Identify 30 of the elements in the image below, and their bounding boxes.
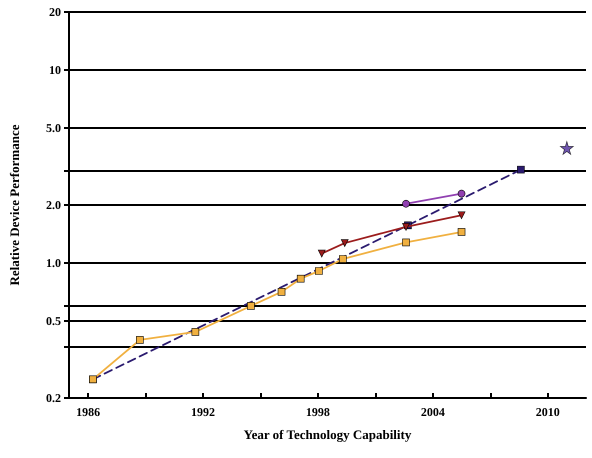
point <box>402 200 410 208</box>
point <box>247 302 255 310</box>
y-tick-label: 0.2 <box>46 391 61 405</box>
y-tick-label: 1.0 <box>46 256 61 270</box>
point <box>192 328 200 336</box>
y-tick-label: 0.5 <box>46 314 61 328</box>
point <box>458 190 466 198</box>
point <box>560 141 574 155</box>
point <box>517 166 525 174</box>
x-tick-label: 1998 <box>306 405 330 419</box>
point <box>458 211 466 220</box>
y-tick-label: 20 <box>49 5 61 19</box>
point <box>136 336 144 344</box>
point <box>458 228 466 236</box>
x-tick-label: 1986 <box>76 405 100 419</box>
x-axis-title: Year of Technology Capability <box>244 427 412 442</box>
point <box>296 274 304 283</box>
point <box>340 239 349 247</box>
point <box>339 255 347 263</box>
y-tick-label: 5.0 <box>46 121 61 136</box>
point <box>402 238 410 246</box>
x-tick-label: 2004 <box>420 405 445 419</box>
x-tick-label: 1992 <box>191 405 216 419</box>
point <box>315 267 323 275</box>
point <box>318 250 326 258</box>
y-tick-label: 10 <box>49 63 61 78</box>
point <box>278 288 286 296</box>
y-axis-title: Relative Device Performance <box>7 124 22 286</box>
x-tick-label: 2010 <box>536 405 560 419</box>
y-tick-label: 2.0 <box>46 198 61 212</box>
